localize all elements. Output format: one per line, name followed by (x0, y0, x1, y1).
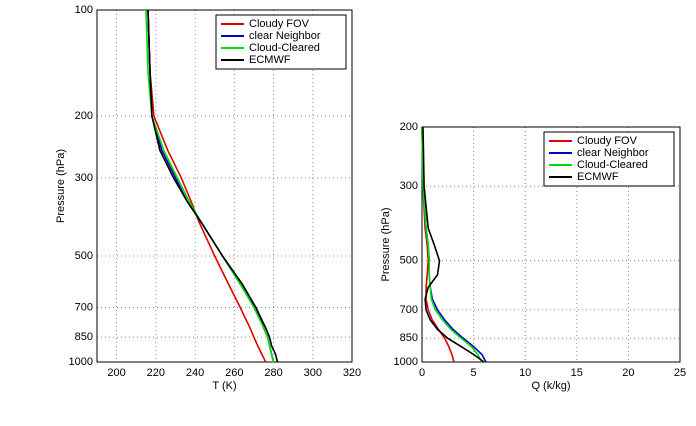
legend-label: ECMWF (249, 54, 291, 66)
legend-label: clear Neighbor (249, 30, 321, 42)
x-tick-label: 25 (674, 367, 686, 379)
y-tick-label: 1000 (394, 356, 418, 368)
x-tick-label: 300 (304, 367, 322, 379)
axes-frame (96, 9, 353, 363)
x-tick-label: 5 (471, 367, 477, 379)
axes-frame (421, 126, 681, 363)
series-line (147, 9, 279, 363)
x-tick-label: 10 (519, 367, 531, 379)
legend-label: clear Neighbor (577, 147, 649, 159)
legend-label: Cloud-Cleared (577, 159, 648, 171)
x-tick-label: 280 (264, 367, 282, 379)
y-tick-label: 1000 (69, 356, 93, 368)
x-tick-label: 15 (571, 367, 583, 379)
series-line (421, 126, 455, 363)
y-axis-label: Pressure (hPa) (55, 149, 67, 223)
y-tick-label: 850 (400, 332, 418, 344)
y-tick-label: 200 (400, 121, 418, 133)
x-axis-label: Q (k/kg) (531, 380, 570, 392)
legend-label: ECMWF (577, 171, 619, 183)
legend-label: Cloudy FOV (249, 18, 310, 30)
x-tick-label: 0 (419, 367, 425, 379)
x-tick-label: 320 (343, 367, 361, 379)
x-axis-label: T (K) (212, 380, 236, 392)
y-tick-label: 300 (75, 172, 93, 184)
series-line (147, 9, 267, 363)
y-tick-label: 300 (400, 180, 418, 192)
x-tick-label: 220 (147, 367, 165, 379)
y-tick-label: 500 (75, 250, 93, 262)
legend-label: Cloud-Cleared (249, 42, 320, 54)
x-tick-label: 260 (225, 367, 243, 379)
y-tick-label: 200 (75, 110, 93, 122)
x-tick-label: 240 (186, 367, 204, 379)
y-tick-label: 700 (400, 304, 418, 316)
y-tick-label: 850 (75, 331, 93, 343)
y-tick-label: 100 (75, 4, 93, 16)
x-tick-label: 20 (622, 367, 634, 379)
series-line (421, 126, 487, 363)
legend-label: Cloudy FOV (577, 135, 638, 147)
series-line (422, 126, 485, 363)
y-axis-label: Pressure (hPa) (380, 208, 392, 282)
y-tick-label: 700 (75, 301, 93, 313)
y-tick-label: 500 (400, 255, 418, 267)
series-line (421, 126, 483, 363)
x-tick-label: 200 (107, 367, 125, 379)
